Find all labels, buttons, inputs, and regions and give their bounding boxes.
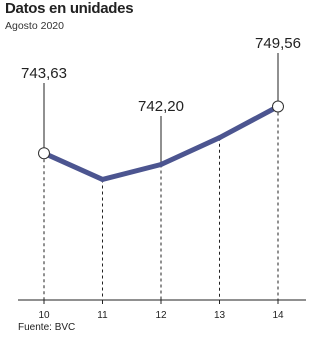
data-point [272,100,284,113]
data-point [217,135,222,141]
data-label: 742,20 [138,98,184,115]
chart-subtitle: Agosto 2020 [5,20,64,32]
x-tick-label: 11 [97,310,108,321]
x-tick-label: 12 [155,310,167,321]
data-label: 749,56 [255,35,301,52]
data-point [100,176,105,182]
data-point [38,147,50,160]
x-tick-label: 10 [38,310,50,321]
data-point [158,161,164,167]
source-note: Fuente: BVC [18,322,76,333]
data-label: 743,63 [21,65,67,82]
x-tick-label: 13 [214,310,226,321]
x-tick-label: 14 [272,310,284,321]
chart-title: Datos en unidades [5,0,134,17]
